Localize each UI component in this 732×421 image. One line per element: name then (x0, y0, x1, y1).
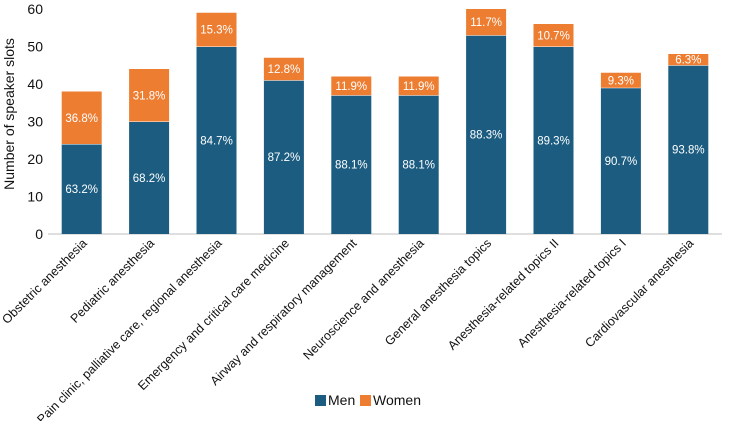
data-label-men: 84.7% (200, 135, 233, 147)
bar-women (668, 54, 709, 66)
data-label-women: 9.3% (608, 75, 634, 87)
bar-women (61, 91, 102, 144)
bars: 63.2% 36.8% 68.2% 31.8% 84.7% 15.3% 87.2% 12.8%… (61, 9, 709, 234)
bar-women (466, 9, 507, 36)
x-tick-label: Anesthesia-related topics II (445, 236, 562, 353)
data-label-men: 63.2% (65, 184, 98, 196)
data-label-men: 87.2% (268, 152, 301, 164)
y-tick-label: 60 (27, 1, 43, 17)
x-tick-label: Neuroscience and anesthesia (300, 236, 426, 362)
data-label-men: 88.3% (470, 130, 503, 142)
legend: Men Women (315, 392, 421, 408)
y-axis-title: Number of speaker slots (1, 38, 17, 190)
bar-men (196, 46, 237, 234)
bar-men (331, 95, 372, 234)
bar-women (331, 76, 372, 96)
data-label-men: 89.3% (537, 135, 570, 147)
data-label-women: 12.8% (268, 64, 301, 76)
x-tick-label: Emergency and critical care medicine (135, 236, 292, 393)
y-tick-label: 40 (27, 76, 43, 92)
data-label-women: 15.3% (200, 25, 233, 37)
bar-women (600, 72, 641, 88)
bar-men (263, 80, 304, 234)
bar-women (196, 12, 237, 47)
bar-women (398, 76, 439, 96)
y-tick-label: 50 (27, 39, 43, 55)
data-label-women: 36.8% (65, 113, 98, 125)
data-label-men: 88.1% (335, 160, 368, 172)
data-label-women: 11.9% (335, 81, 367, 93)
bar-women (533, 24, 574, 47)
data-label-women: 11.9% (403, 81, 435, 93)
legend-label: Women (373, 392, 421, 408)
bar-men (61, 144, 102, 234)
legend-label: Men (328, 392, 355, 408)
bar-men (398, 95, 439, 234)
y-tick-label: 20 (27, 151, 43, 167)
x-tick-label: Cardiovascular anesthesia (582, 236, 696, 350)
bar-men (600, 87, 641, 234)
legend-swatch (315, 395, 326, 406)
data-label-men: 88.1% (402, 160, 435, 172)
data-label-men: 93.8% (672, 145, 705, 157)
bar-women (263, 57, 304, 81)
x-tick-label: Airway and respiratory management (208, 236, 360, 388)
bar-men (129, 121, 170, 234)
data-label-women: 11.7% (470, 17, 502, 29)
data-label-women: 10.7% (537, 30, 570, 42)
bar-men (466, 35, 507, 234)
data-label-men: 68.2% (133, 173, 166, 185)
y-tick-label: 0 (35, 226, 43, 242)
bar-women (129, 69, 170, 122)
data-label-women: 6.3% (675, 55, 701, 67)
legend-swatch (360, 395, 371, 406)
y-tick-label: 30 (27, 114, 43, 130)
bar-men (533, 46, 574, 234)
x-tick-label: Anesthesia-related topics I (515, 236, 629, 350)
y-tick-label: 10 (27, 189, 43, 205)
bar-men (668, 65, 709, 234)
data-label-men: 90.7% (605, 156, 638, 168)
data-label-women: 31.8% (133, 90, 166, 102)
